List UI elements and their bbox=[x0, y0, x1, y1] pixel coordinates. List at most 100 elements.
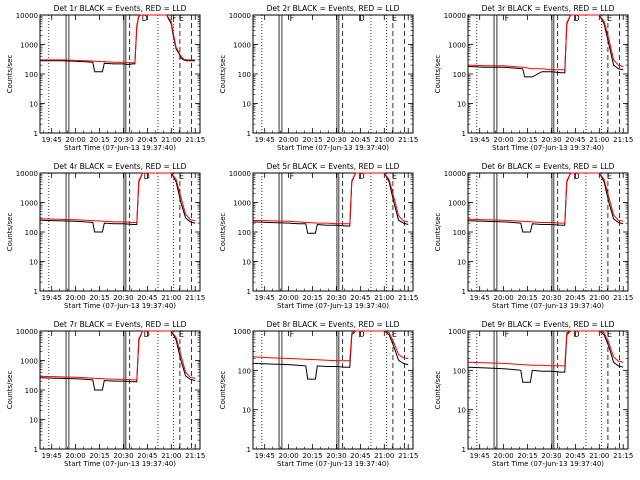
x-tick-label: 20:15 bbox=[89, 136, 109, 144]
x-tick-label: 21:15 bbox=[185, 136, 205, 144]
y-tick-label: 10000 bbox=[16, 170, 38, 178]
x-axis-label: Start Time (07-Jun-13 19:37:40) bbox=[64, 460, 176, 468]
y-axis-label: Counts/sec bbox=[219, 213, 227, 252]
x-axis-label: Start Time (07-Jun-13 19:37:40) bbox=[492, 302, 604, 310]
y-tick-label: 1 bbox=[34, 130, 38, 138]
panel-title: Det 3r BLACK = Events, RED = LLD bbox=[482, 4, 615, 13]
y-tick-label: 10000 bbox=[229, 170, 251, 178]
flag-label: F bbox=[505, 330, 510, 339]
y-tick-label: 10000 bbox=[444, 170, 466, 178]
y-tick-label: 1 bbox=[247, 130, 251, 138]
x-tick-label: 20:30 bbox=[541, 136, 561, 144]
y-tick-label: 100 bbox=[25, 229, 38, 237]
y-axis-label: Counts/sec bbox=[219, 55, 227, 94]
x-axis-label: Start Time (07-Jun-13 19:37:40) bbox=[64, 144, 176, 152]
y-tick-label: 10000 bbox=[229, 12, 251, 20]
x-tick-label: 20:00 bbox=[279, 136, 299, 144]
series-lld-line bbox=[468, 172, 624, 224]
x-tick-label: 19:45 bbox=[42, 136, 62, 144]
y-tick-label: 1 bbox=[462, 288, 466, 296]
panel-title: Det 7r BLACK = Events, RED = LLD bbox=[54, 320, 187, 329]
x-tick-label: 20:15 bbox=[302, 452, 322, 460]
y-tick-label: 1000 bbox=[233, 200, 251, 208]
x-tick-label: 20:30 bbox=[541, 294, 561, 302]
y-tick-label: 1 bbox=[34, 446, 38, 454]
y-tick-label: 10 bbox=[457, 259, 466, 267]
y-axis-label: Counts/sec bbox=[434, 213, 442, 252]
y-tick-label: 10000 bbox=[16, 12, 38, 20]
panel-title: Det 4r BLACK = Events, RED = LLD bbox=[54, 162, 187, 171]
x-tick-label: 20:15 bbox=[89, 452, 109, 460]
series-lld-line bbox=[40, 14, 196, 64]
x-axis-label: Start Time (07-Jun-13 19:37:40) bbox=[492, 144, 604, 152]
y-tick-label: 10 bbox=[457, 407, 466, 415]
flag-label: D bbox=[574, 330, 580, 339]
y-tick-label: 100 bbox=[453, 229, 466, 237]
x-tick-label: 21:00 bbox=[589, 136, 609, 144]
y-tick-label: 10000 bbox=[444, 12, 466, 20]
flag-label: F bbox=[290, 330, 295, 339]
y-tick-label: 1 bbox=[462, 130, 466, 138]
panel-title: Det 1r BLACK = Events, RED = LLD bbox=[54, 4, 187, 13]
x-axis-label: Start Time (07-Jun-13 19:37:40) bbox=[64, 302, 176, 310]
x-tick-label: 20:30 bbox=[113, 452, 133, 460]
x-tick-label: 19:45 bbox=[255, 294, 275, 302]
flag-label: D bbox=[359, 14, 365, 23]
x-tick-label: 21:15 bbox=[185, 452, 205, 460]
x-tick-label: 20:45 bbox=[137, 452, 157, 460]
x-tick-label: 20:00 bbox=[279, 452, 299, 460]
x-tick-label: 20:00 bbox=[494, 294, 514, 302]
y-tick-label: 10 bbox=[242, 101, 251, 109]
flag-label: F bbox=[290, 172, 295, 181]
flag-label: D bbox=[144, 330, 150, 339]
y-tick-label: 10 bbox=[242, 259, 251, 267]
x-tick-label: 21:15 bbox=[398, 136, 418, 144]
x-tick-label: 20:45 bbox=[350, 294, 370, 302]
x-tick-label: 21:15 bbox=[613, 452, 633, 460]
flag-label: D bbox=[359, 172, 365, 181]
x-tick-label: 21:00 bbox=[161, 294, 181, 302]
y-tick-label: 10000 bbox=[16, 328, 38, 336]
flag-label: E bbox=[607, 330, 612, 339]
y-axis-label: Counts/sec bbox=[6, 371, 14, 410]
y-axis-label: Counts/sec bbox=[6, 213, 14, 252]
flag-label: D bbox=[574, 14, 580, 23]
x-tick-label: 20:00 bbox=[66, 136, 86, 144]
x-tick-label: 20:00 bbox=[66, 452, 86, 460]
flag-label: E bbox=[392, 330, 397, 339]
series-lld-line bbox=[253, 330, 409, 362]
x-tick-label: 21:15 bbox=[398, 294, 418, 302]
series-lld-line bbox=[253, 172, 409, 225]
x-tick-label: 19:45 bbox=[255, 452, 275, 460]
y-tick-label: 100 bbox=[25, 71, 38, 79]
y-tick-label: 100 bbox=[453, 71, 466, 79]
series-lld-line bbox=[40, 330, 196, 381]
y-tick-label: 10 bbox=[242, 407, 251, 415]
flag-label: F bbox=[172, 14, 177, 23]
y-tick-label: 100 bbox=[453, 367, 466, 375]
plot-area-frame bbox=[252, 330, 414, 450]
x-tick-label: 19:45 bbox=[42, 452, 62, 460]
y-tick-label: 1 bbox=[247, 288, 251, 296]
x-tick-label: 20:00 bbox=[494, 452, 514, 460]
x-tick-label: 20:45 bbox=[565, 136, 585, 144]
x-tick-label: 20:30 bbox=[326, 452, 346, 460]
y-tick-label: 10 bbox=[457, 101, 466, 109]
x-tick-label: 19:45 bbox=[470, 452, 490, 460]
x-tick-label: 20:00 bbox=[494, 136, 514, 144]
y-tick-label: 1000 bbox=[448, 42, 466, 50]
series-lld-line bbox=[468, 14, 624, 71]
y-tick-label: 100 bbox=[238, 71, 251, 79]
y-tick-label: 1000 bbox=[448, 200, 466, 208]
x-tick-label: 21:15 bbox=[613, 136, 633, 144]
y-tick-label: 1 bbox=[462, 446, 466, 454]
x-tick-label: 20:45 bbox=[565, 294, 585, 302]
x-axis-label: Start Time (07-Jun-13 19:37:40) bbox=[492, 460, 604, 468]
x-tick-label: 20:45 bbox=[137, 294, 157, 302]
